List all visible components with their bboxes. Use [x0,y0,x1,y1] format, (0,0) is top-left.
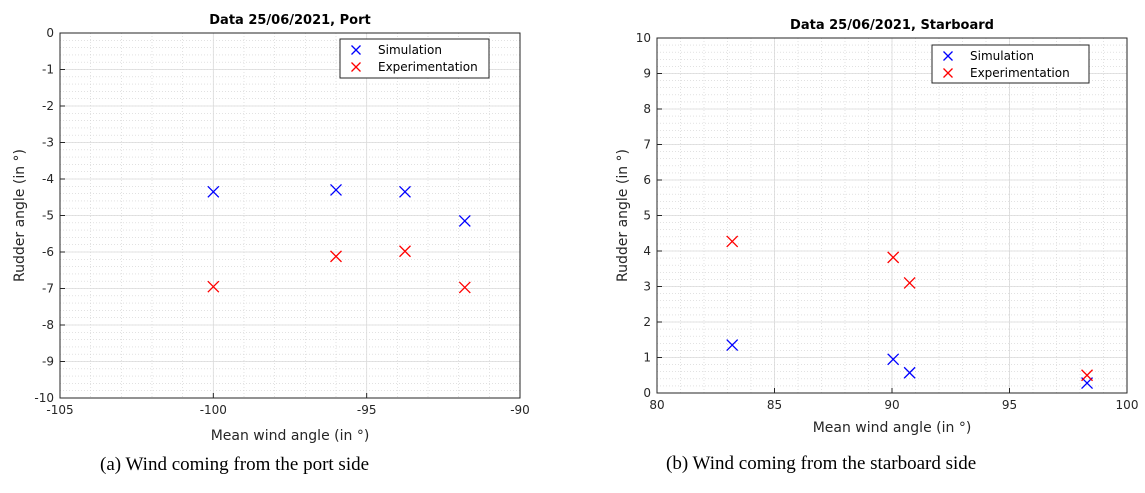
y-tick-label: 7 [643,138,651,152]
legend: Simulation Experimentation [339,38,490,79]
legend-label: Simulation [378,43,442,57]
legend-box [931,44,1090,84]
y-tick-label: -6 [42,245,54,259]
y-tick-label: 6 [643,173,651,187]
y-tick-label: -7 [42,282,54,296]
data-point-marker [330,183,342,196]
data-point-marker [887,353,900,366]
y-tick-label: -5 [42,209,54,223]
y-tick-label: -9 [42,355,54,369]
data-point-marker [207,185,220,198]
legend-marker [943,68,953,78]
starboard-scatter-plot: 80 85 90 95 100 0 1 2 3 4 5 6 7 8 9 10 Data 25/06/2021,… [615,18,1139,436]
y-tick-label: 10 [636,31,651,45]
x-tick-label: 100 [1116,398,1139,412]
data-markers [207,183,471,294]
data-markers [726,235,1094,390]
x-tick-label: 85 [767,398,782,412]
x-axis-label: Mean wind angle (in °) [813,420,972,436]
y-tick-label: -8 [42,318,54,332]
x-tick-label: 95 [1002,398,1017,412]
x-tick-label: -90 [510,403,530,417]
y-tick-label: 4 [643,244,651,258]
tick-labels: 80 85 90 95 100 0 1 2 3 4 5 6 7 8 9 10 [636,31,1139,412]
x-tick-label: -105 [46,403,73,417]
tick-labels: -105 -100 -95 -90 0 -1 -2 -3 -4 -5 -6 -7 -8 -9 -10 [34,26,529,417]
x-axis-label: Mean wind angle (in °) [211,428,370,444]
y-tick-label: -4 [42,172,54,186]
y-tick-label: -3 [42,136,54,150]
y-tick-label: -2 [42,99,54,113]
major-grid [656,37,1128,394]
y-tick-label: 2 [643,315,651,329]
legend-marker [351,45,361,55]
y-tick-label: 3 [643,280,651,294]
legend-box [339,38,490,79]
legend-marker [943,51,953,61]
y-tick-label: 5 [643,209,651,223]
y-tick-label: 1 [643,351,651,365]
y-tick-label: 0 [46,26,54,40]
data-point-marker [207,280,220,293]
data-point-marker [887,251,900,264]
x-tick-label: -100 [200,403,227,417]
x-tick-label: 80 [649,398,664,412]
x-tick-label: 90 [884,398,899,412]
data-point-marker [726,235,739,248]
y-tick-label: 8 [643,102,651,116]
data-point-marker [330,250,342,263]
chart-title: Data 25/06/2021, Port [209,13,370,28]
y-tick-label: 0 [643,386,651,400]
y-axis-label: Rudder angle (in °) [615,149,631,282]
y-tick-label: 9 [643,67,651,81]
data-point-marker [399,245,411,258]
data-point-marker [903,366,916,379]
port-scatter-plot: -105 -100 -95 -90 0 -1 -2 -3 -4 -5 -6 -7 -8 -9 -10 Dat… [12,13,530,444]
caption-starboard: (b) Wind coming from the starboard side [666,453,977,474]
data-point-marker [399,185,411,198]
legend-label: Simulation [970,49,1034,63]
chart-title: Data 25/06/2021, Starboard [790,18,994,33]
data-point-marker [458,281,471,294]
legend: Simulation Experimentation [931,44,1090,84]
data-point-marker [1081,369,1094,382]
y-tick-label: -1 [42,63,54,77]
y-axis-label: Rudder angle (in °) [12,149,28,282]
data-point-marker [458,215,471,227]
data-point-marker [726,339,739,352]
legend-marker [351,62,361,72]
caption-port: (a) Wind coming from the port side [100,454,370,475]
data-point-marker [903,276,916,289]
legend-label: Experimentation [970,66,1070,80]
y-tick-label: -10 [34,391,54,405]
legend-label: Experimentation [378,60,478,74]
x-tick-label: -95 [357,403,377,417]
